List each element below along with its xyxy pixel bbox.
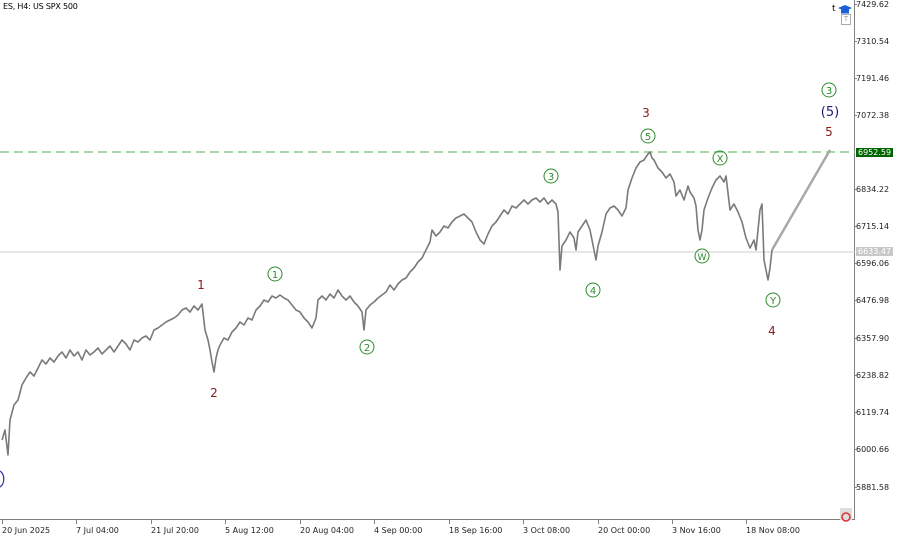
price-tick: 6476.98	[853, 296, 890, 305]
wave-label-minute-3-target: 3	[821, 82, 837, 98]
time-tick: 20 Oct 00:00	[598, 520, 651, 535]
svg-text:X: X	[717, 154, 724, 165]
time-tick: 20 Jun 2025	[2, 520, 51, 535]
time-tick: 21 Jul 20:00	[151, 520, 199, 535]
wave-label-minute-5: 5	[640, 128, 656, 144]
price-tick: 6000.66	[853, 445, 890, 454]
svg-text:2: 2	[364, 343, 370, 354]
circle-close-icon	[841, 512, 851, 522]
svg-text:1: 1	[272, 270, 278, 281]
graduation-cap-icon[interactable]	[838, 4, 852, 16]
symbol-label: ES, H4: US SPX 500	[3, 2, 78, 11]
wave-label-x: X	[712, 150, 728, 166]
price-tick: 6238.82	[853, 371, 890, 380]
wave-label-minor-3: 3	[642, 106, 650, 120]
time-tick: 3 Nov 16:00	[672, 520, 721, 535]
trade-mode-label: t	[832, 4, 836, 14]
time-tick: 7 Jul 04:00	[76, 520, 119, 535]
price-tick: 6715.14	[853, 222, 890, 231]
projection-line[interactable]	[770, 149, 832, 251]
price-series	[1, 151, 773, 456]
time-tick: 18 Sep 16:00	[449, 520, 503, 535]
level-price-tag: 6952.59	[856, 148, 894, 157]
time-tick: 18 Nov 08:00	[746, 520, 800, 535]
time-tick: 20 Aug 04:00	[300, 520, 354, 535]
svg-text:4: 4	[590, 286, 596, 297]
price-tick: 6596.06	[853, 259, 890, 268]
price-tick: 5881.58	[853, 483, 890, 492]
price-tick: 6357.90	[853, 334, 890, 343]
price-tick: 6119.74	[853, 408, 890, 417]
svg-text:W: W	[698, 253, 707, 263]
close-chart-button[interactable]	[840, 508, 852, 522]
wave-label-w: W	[694, 248, 710, 264]
price-tick: 7191.46	[853, 74, 890, 83]
wave-label-minor-2: 2	[210, 386, 218, 400]
price-tick: 6834.22	[853, 185, 890, 194]
time-tick: 3 Oct 08:00	[523, 520, 571, 535]
time-tick: 4 Sep 00:00	[374, 520, 423, 535]
wave-label-minute-3: 3	[543, 168, 559, 184]
price-tick: 7072.38	[853, 111, 890, 120]
time-tick: 5 Aug 12:00	[225, 520, 274, 535]
svg-text:3: 3	[548, 172, 554, 183]
price-tick: 7310.54	[853, 37, 890, 46]
chart-area[interactable]: ES, H4: US SPX 500 1 2 3 4 5 (5) 1 2 3	[0, 0, 855, 522]
wave-label-intermediate-5: (5)	[821, 105, 839, 120]
wave-label-minute-4: 4	[585, 282, 601, 298]
current-price-tag: 6633.47	[856, 247, 894, 256]
price-chart: 1 2 3 4 5 (5) 1 2 3 4 5 W	[0, 82, 855, 488]
svg-text:5: 5	[645, 132, 651, 143]
wave-label-minor-1: 1	[197, 278, 205, 292]
trade-toggle-button[interactable]: T	[841, 14, 851, 25]
wave-label-minute-1: 1	[267, 266, 283, 282]
wave-label-minute-2: 2	[359, 339, 375, 355]
wave-label-y: Y	[765, 292, 781, 308]
wave-label-minor-4: 4	[768, 324, 776, 338]
wave-label-offscreen-arc	[0, 470, 5, 488]
svg-text:3: 3	[826, 86, 832, 97]
wave-label-minor-5: 5	[825, 125, 833, 139]
svg-text:Y: Y	[769, 296, 777, 307]
price-tick: 7429.62	[853, 0, 890, 9]
